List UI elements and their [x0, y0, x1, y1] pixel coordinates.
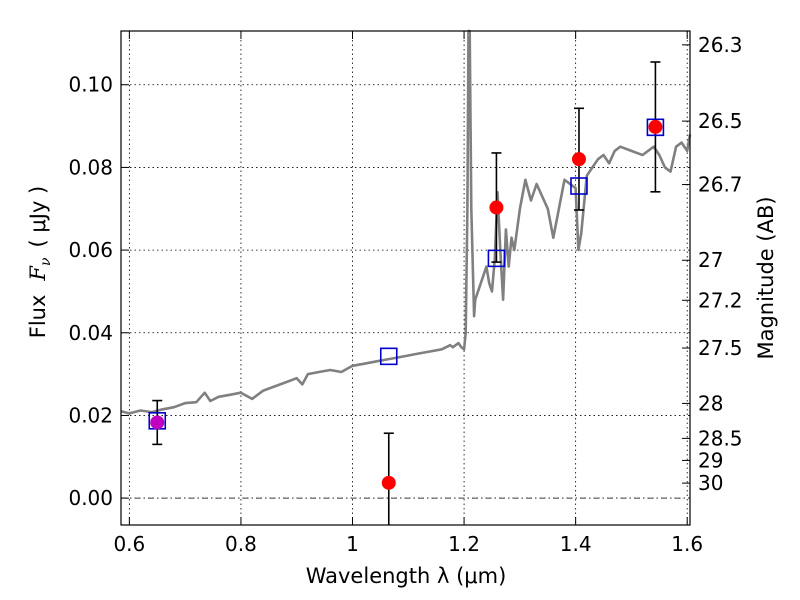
observed-point — [648, 119, 663, 134]
right-tick-label: 29 — [698, 448, 723, 472]
x-tick-label: 0.8 — [225, 532, 257, 556]
y-axis-label-word: Flux — [26, 295, 50, 339]
y-tick-label: 0.04 — [68, 321, 113, 345]
model-square-marker — [379, 347, 398, 366]
right-tick-label: 27 — [698, 248, 723, 272]
observed-point — [150, 415, 165, 430]
x-tick-label: 1.2 — [448, 532, 480, 556]
model-photometry-markers — [148, 118, 665, 430]
plot-frame — [120, 30, 691, 526]
error-bars — [152, 61, 661, 525]
y-tick-label: 0.02 — [68, 403, 113, 427]
x-axis-label: Wavelength λ (μm) — [306, 564, 507, 588]
right-tick-label: 26.3 — [698, 33, 743, 57]
y-tick-label: 0.08 — [68, 155, 113, 179]
spectrum-path — [120, 29, 692, 415]
right-tick-label: 26.5 — [698, 109, 743, 133]
axis-ticks: 0.6 0.8 1 1.2 1.4 1.6 0.00 0.02 0.04 0.06 0.08 0.10… — [68, 31, 743, 556]
right-tick-label: 28.5 — [698, 426, 743, 450]
x-tick-label: 0.6 — [113, 532, 145, 556]
observed-flux-markers — [150, 119, 663, 490]
observed-point — [381, 475, 396, 490]
observed-point — [571, 152, 586, 167]
y-axis-label-unit: ( μJy ) — [26, 186, 50, 248]
observed-point — [489, 200, 504, 215]
right-tick-label: 26.7 — [698, 173, 743, 197]
y-axis-label-symbol: F — [26, 265, 50, 282]
model-square-marker — [570, 177, 588, 195]
right-tick-label: 27.5 — [698, 336, 743, 360]
grid-lines — [121, 31, 690, 525]
x-tick-label: 1.6 — [671, 532, 703, 556]
right-tick-label: 27.2 — [698, 288, 743, 312]
right-axis-label: Magnitude (AB) — [754, 196, 778, 359]
x-tick-label: 1 — [346, 532, 359, 556]
model-square-marker — [487, 249, 506, 268]
y-tick-label: 0.10 — [68, 73, 113, 97]
x-tick-label: 1.4 — [560, 532, 592, 556]
y-tick-label: 0.06 — [68, 238, 113, 262]
right-tick-label: 30 — [698, 471, 723, 495]
right-tick-label: 28 — [698, 391, 723, 415]
y-tick-label: 0.00 — [68, 486, 113, 510]
y-axis-label: Flux Fν ( μJy ) — [26, 186, 54, 338]
model-spectrum-line — [120, 29, 692, 415]
model-square-marker — [646, 118, 665, 137]
y-axis-label-subscript: ν — [38, 257, 54, 266]
